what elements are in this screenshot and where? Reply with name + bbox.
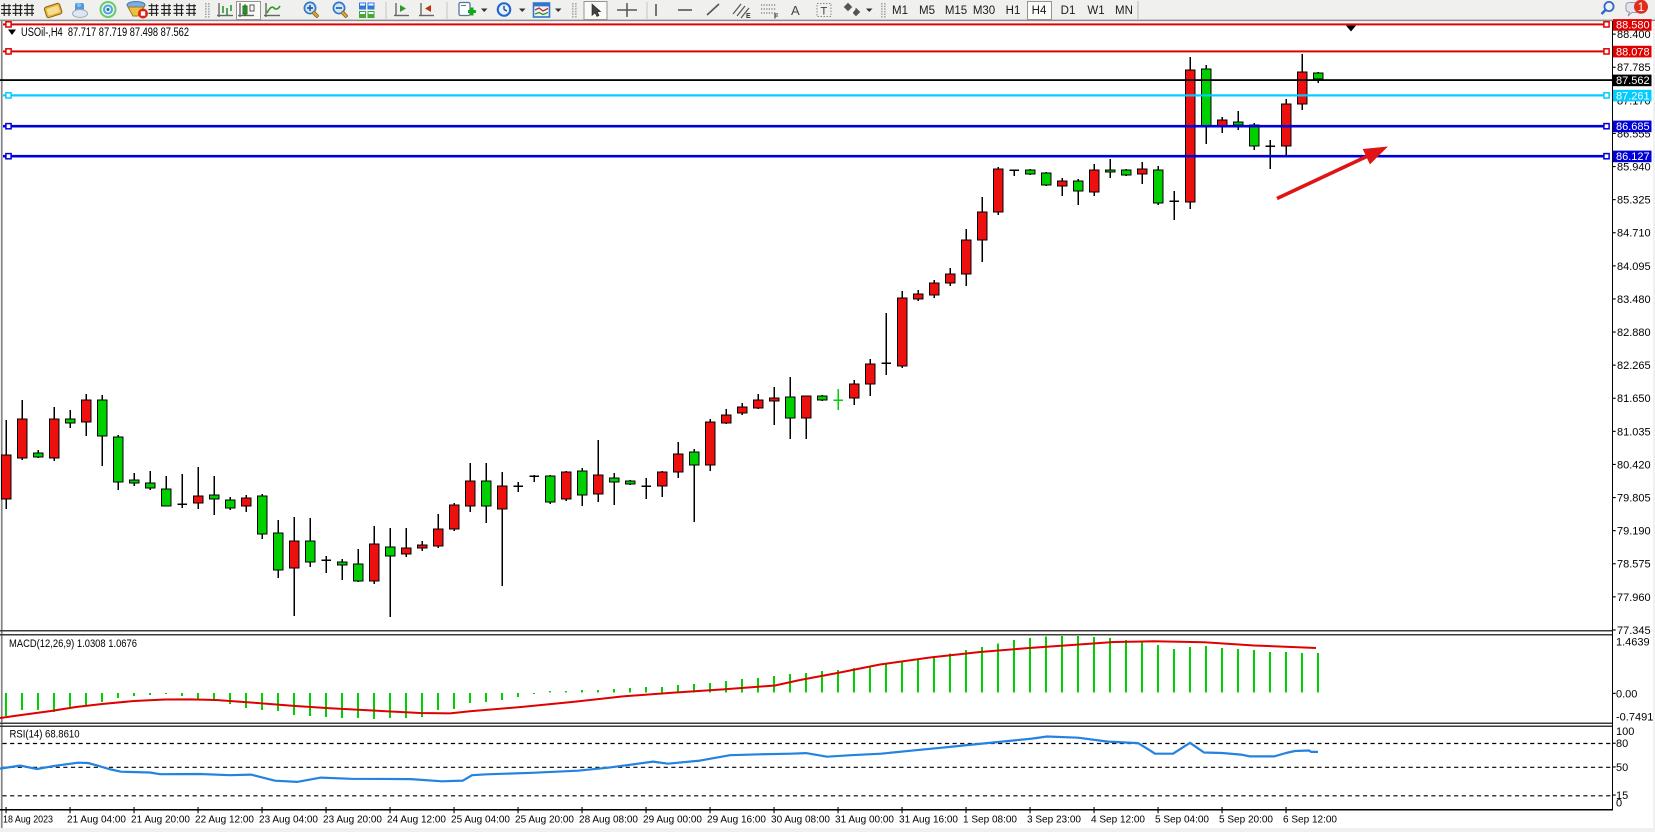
svg-text:21 Aug 04:00: 21 Aug 04:00: [67, 814, 126, 826]
svg-text:F: F: [774, 14, 779, 21]
svg-text:23 Aug 04:00: 23 Aug 04:00: [259, 814, 318, 826]
svg-text:82.880: 82.880: [1617, 327, 1651, 339]
svg-text:30 Aug 08:00: 30 Aug 08:00: [771, 814, 830, 826]
svg-text:29 Aug 16:00: 29 Aug 16:00: [707, 814, 766, 826]
svg-text:77.960: 77.960: [1617, 592, 1651, 604]
svg-text:1.4639: 1.4639: [1616, 637, 1650, 649]
svg-text:85.325: 85.325: [1617, 195, 1651, 207]
svg-text:RSI(14) 68.8610: RSI(14) 68.8610: [10, 729, 80, 741]
svg-text:4 Sep 12:00: 4 Sep 12:00: [1091, 814, 1145, 826]
svg-text:85.940: 85.940: [1617, 162, 1651, 174]
svg-text:D1: D1: [1061, 5, 1076, 17]
svg-text:23 Aug 20:00: 23 Aug 20:00: [323, 814, 382, 826]
svg-text:31 Aug 00:00: 31 Aug 00:00: [835, 814, 894, 826]
svg-text:W1: W1: [1087, 5, 1104, 17]
svg-text:79.805: 79.805: [1617, 493, 1651, 505]
svg-text:87.261: 87.261: [1616, 90, 1650, 102]
svg-text:83.480: 83.480: [1617, 294, 1651, 306]
svg-text:E: E: [746, 13, 751, 20]
svg-text:21 Aug 20:00: 21 Aug 20:00: [131, 814, 190, 826]
svg-text:87.785: 87.785: [1617, 62, 1651, 74]
svg-text:77.345: 77.345: [1617, 625, 1651, 637]
svg-text:H4: H4: [1032, 5, 1047, 17]
svg-text:82.265: 82.265: [1617, 360, 1651, 372]
svg-text:88.078: 88.078: [1616, 46, 1650, 58]
svg-text:86.127: 86.127: [1616, 151, 1650, 163]
svg-text:81.035: 81.035: [1617, 426, 1651, 438]
svg-text:79.190: 79.190: [1617, 526, 1651, 538]
svg-text:28 Aug 08:00: 28 Aug 08:00: [579, 814, 638, 826]
svg-text:22 Aug 12:00: 22 Aug 12:00: [195, 814, 254, 826]
svg-text:80.420: 80.420: [1617, 459, 1651, 471]
svg-text:87.562: 87.562: [1616, 75, 1650, 87]
svg-text:M30: M30: [973, 5, 995, 17]
svg-text:25 Aug 04:00: 25 Aug 04:00: [451, 814, 510, 826]
svg-text:84.095: 84.095: [1617, 261, 1651, 273]
svg-text:M5: M5: [919, 5, 935, 17]
svg-text:100: 100: [1616, 726, 1634, 738]
svg-text:88.400: 88.400: [1617, 29, 1651, 41]
svg-text:0.00: 0.00: [1616, 688, 1637, 700]
svg-text:80: 80: [1616, 738, 1628, 750]
svg-text:MN: MN: [1115, 5, 1133, 17]
svg-text:5 Sep 04:00: 5 Sep 04:00: [1155, 814, 1209, 826]
svg-text:6 Sep 12:00: 6 Sep 12:00: [1283, 814, 1337, 826]
svg-text:T: T: [821, 6, 828, 18]
svg-text:84.710: 84.710: [1617, 228, 1651, 240]
svg-text:MACD(12,26,9) 1.0308 1.0676: MACD(12,26,9) 1.0308 1.0676: [9, 638, 137, 650]
svg-text:29 Aug 00:00: 29 Aug 00:00: [643, 814, 702, 826]
svg-text:0: 0: [1616, 798, 1622, 810]
svg-text:50: 50: [1616, 762, 1628, 774]
svg-text:31 Aug 16:00: 31 Aug 16:00: [899, 814, 958, 826]
svg-text:25 Aug 20:00: 25 Aug 20:00: [515, 814, 574, 826]
svg-text:-0.7491: -0.7491: [1616, 712, 1653, 724]
svg-text:1 Sep 08:00: 1 Sep 08:00: [963, 814, 1017, 826]
svg-text:H1: H1: [1006, 5, 1021, 17]
svg-text:81.650: 81.650: [1617, 393, 1651, 405]
svg-text:5 Sep 20:00: 5 Sep 20:00: [1219, 814, 1273, 826]
svg-text:18 Aug 2023: 18 Aug 2023: [3, 814, 53, 826]
svg-text:3 Sep 23:00: 3 Sep 23:00: [1027, 814, 1081, 826]
svg-text:USOil-,H4 87.717 87.719 87.49: USOil-,H4 87.717 87.719 87.498 87.562: [21, 27, 189, 39]
svg-text:88.580: 88.580: [1616, 20, 1650, 32]
svg-text:15: 15: [1616, 790, 1628, 802]
svg-text:86.685: 86.685: [1616, 121, 1650, 133]
svg-text:1: 1: [1638, 2, 1644, 14]
svg-text:M15: M15: [945, 5, 967, 17]
svg-text:24 Aug 12:00: 24 Aug 12:00: [387, 814, 446, 826]
svg-text:78.575: 78.575: [1617, 559, 1651, 571]
svg-text:A: A: [791, 3, 800, 18]
svg-text:M1: M1: [892, 5, 908, 17]
